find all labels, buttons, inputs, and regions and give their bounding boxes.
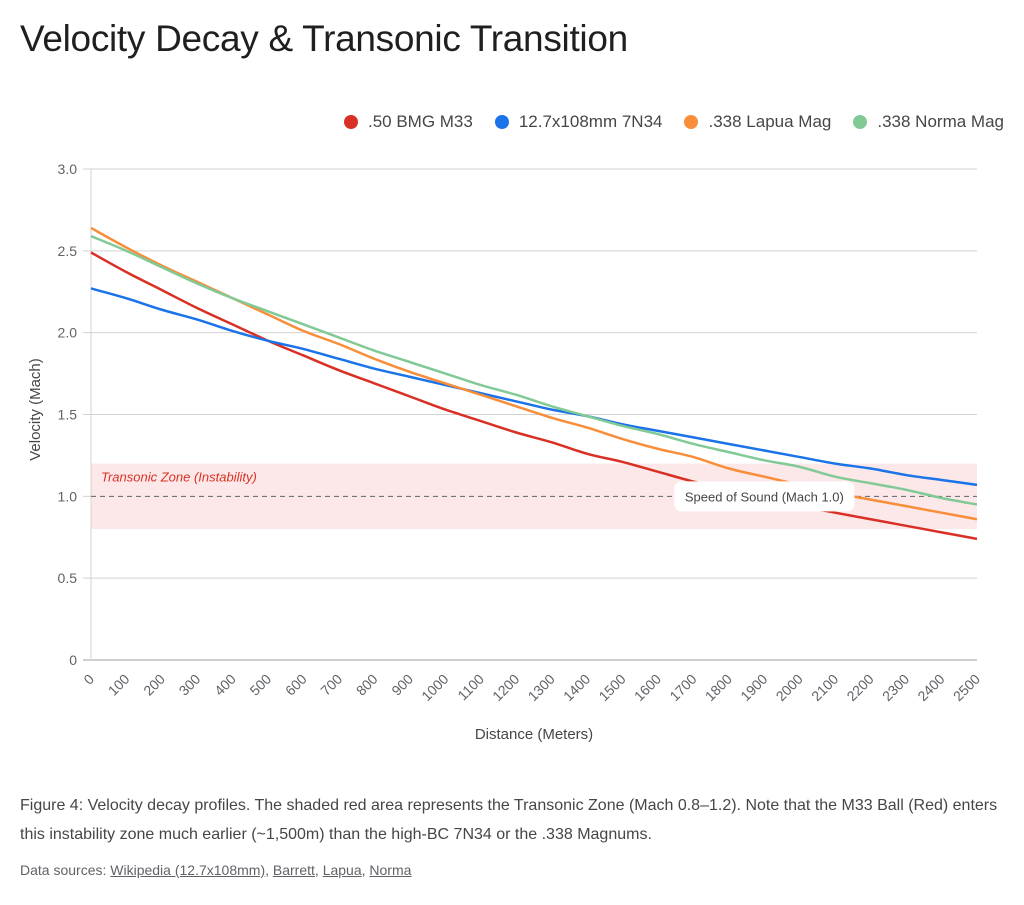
x-tick-label: 1000 bbox=[418, 671, 451, 704]
x-tick-label: 700 bbox=[317, 671, 345, 699]
legend-item-338-lapua[interactable]: .338 Lapua Mag bbox=[684, 112, 831, 132]
x-tick-label: 300 bbox=[176, 671, 204, 699]
y-tick-label: 3.0 bbox=[58, 161, 78, 177]
legend: .50 BMG M33 12.7x108mm 7N34 .338 Lapua M… bbox=[343, 112, 1004, 132]
x-tick-label: 2000 bbox=[773, 671, 806, 704]
sources-prefix: Data sources: bbox=[20, 862, 111, 878]
figure-caption: Figure 4: Velocity decay profiles. The s… bbox=[20, 797, 998, 843]
x-tick-label: 500 bbox=[246, 671, 274, 699]
x-tick-label: 1800 bbox=[702, 671, 735, 704]
x-tick-label: 1900 bbox=[737, 671, 770, 704]
x-tick-label: 900 bbox=[388, 671, 416, 699]
speed-of-sound-label-box bbox=[674, 481, 855, 512]
data-sources: Data sources: Wikipedia (12.7x108mm), Ba… bbox=[20, 862, 411, 878]
separator: , bbox=[361, 862, 370, 878]
legend-label: .338 Norma Mag bbox=[877, 112, 1004, 131]
y-tick-label: 1.5 bbox=[58, 407, 78, 423]
y-tick-label: 1.0 bbox=[58, 488, 78, 504]
y-tick-label: 0.5 bbox=[58, 570, 78, 586]
x-axis-title: Distance (Meters) bbox=[475, 726, 593, 743]
y-tick-label: 0 bbox=[69, 652, 77, 668]
x-tick-label: 2500 bbox=[950, 671, 983, 704]
x-tick-label: 400 bbox=[211, 671, 239, 699]
x-tick-label: 100 bbox=[105, 671, 133, 699]
legend-dot-icon bbox=[494, 115, 509, 129]
series-line-0[interactable] bbox=[90, 251, 978, 541]
legend-dot-icon bbox=[343, 115, 358, 129]
x-tick-label: 2200 bbox=[843, 671, 876, 704]
x-tick-label: 1500 bbox=[595, 671, 628, 704]
x-tick-label: 2100 bbox=[808, 671, 841, 704]
chart-title: Velocity Decay & Transonic Transition bbox=[20, 18, 628, 59]
transonic-zone-label: Transonic Zone (Instability) bbox=[101, 470, 257, 485]
x-tick-label: 1100 bbox=[454, 671, 487, 704]
legend-item-7n34[interactable]: 12.7x108mm 7N34 bbox=[494, 112, 663, 132]
y-tick-label: 2.0 bbox=[58, 325, 78, 341]
source-link-norma[interactable]: Norma bbox=[369, 862, 412, 878]
separator: , bbox=[265, 862, 273, 878]
x-tick-label: 1300 bbox=[524, 671, 557, 704]
x-tick-label: 0 bbox=[80, 671, 97, 688]
x-tick-label: 200 bbox=[140, 671, 168, 699]
legend-item-338-norma[interactable]: .338 Norma Mag bbox=[853, 112, 1004, 132]
series-line-1[interactable] bbox=[90, 287, 978, 487]
legend-label: .338 Lapua Mag bbox=[708, 112, 832, 131]
legend-label: .50 BMG M33 bbox=[367, 112, 473, 131]
separator: , bbox=[314, 862, 323, 878]
source-link-wikipedia[interactable]: Wikipedia (12.7x108mm) bbox=[110, 862, 266, 878]
y-tick-label: 2.5 bbox=[58, 243, 78, 259]
line-chart: Transonic Zone (Instability) Speed of Sou… bbox=[27, 161, 983, 743]
legend-dot-icon bbox=[853, 115, 868, 129]
series-line-3[interactable] bbox=[90, 234, 978, 506]
legend-item-50bmg[interactable]: .50 BMG M33 bbox=[343, 112, 473, 132]
legend-label: 12.7x108mm 7N34 bbox=[518, 112, 663, 131]
speed-of-sound-label: Speed of Sound (Mach 1.0) bbox=[685, 489, 844, 504]
x-tick-label: 1400 bbox=[560, 671, 593, 704]
x-tick-label: 800 bbox=[353, 671, 381, 699]
x-tick-label: 2300 bbox=[879, 671, 912, 704]
x-tick-label: 1600 bbox=[631, 671, 664, 704]
y-axis-title: Velocity (Mach) bbox=[27, 358, 44, 461]
source-link-lapua[interactable]: Lapua bbox=[322, 862, 362, 878]
x-tick-label: 1200 bbox=[489, 671, 522, 704]
x-tick-label: 600 bbox=[282, 671, 310, 699]
source-link-barrett[interactable]: Barrett bbox=[272, 862, 315, 878]
x-tick-label: 1700 bbox=[666, 671, 699, 704]
legend-dot-icon bbox=[684, 115, 699, 129]
x-tick-label: 2400 bbox=[914, 671, 947, 704]
